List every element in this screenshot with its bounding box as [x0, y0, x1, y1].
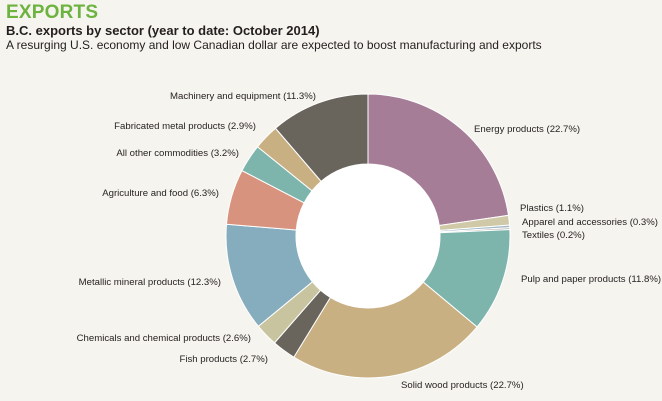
- donut-slice: [367, 93, 510, 227]
- slice-label: Energy products (22.7%): [474, 124, 580, 135]
- slice-label: All other commodities (3.2%): [116, 148, 239, 159]
- slice-label: Fish products (2.7%): [179, 354, 268, 365]
- slice-label: Plastics (1.1%): [520, 203, 584, 214]
- donut-hole: [296, 164, 440, 308]
- slice-label: Metallic mineral products (12.3%): [79, 277, 221, 288]
- section-heading: EXPORTS: [6, 2, 99, 23]
- slice-label: Pulp and paper products (11.8%): [521, 274, 661, 285]
- chart-title: B.C. exports by sector (year to date: Oc…: [6, 23, 320, 38]
- slice-label: Chemicals and chemical products (2.6%): [77, 333, 251, 344]
- slice-label: Solid wood products (22.7%): [401, 380, 524, 391]
- slice-label: Machinery and equipment (11.3%): [170, 91, 316, 102]
- slice-label: Apparel and accessories (0.3%): [522, 217, 658, 228]
- slice-label: Fabricated metal products (2.9%): [114, 121, 256, 132]
- chart-subtitle: A resurging U.S. economy and low Canadia…: [6, 38, 542, 52]
- slice-label: Textiles (0.2%): [522, 230, 585, 241]
- donut-labels: Energy products (22.7%) Plastics (1.1%) Ap…: [77, 91, 661, 391]
- chart-header: EXPORTS B.C. exports by sector (year to …: [6, 2, 542, 53]
- donut-slices: [225, 93, 511, 379]
- slice-label: Agriculture and food (6.3%): [102, 188, 219, 199]
